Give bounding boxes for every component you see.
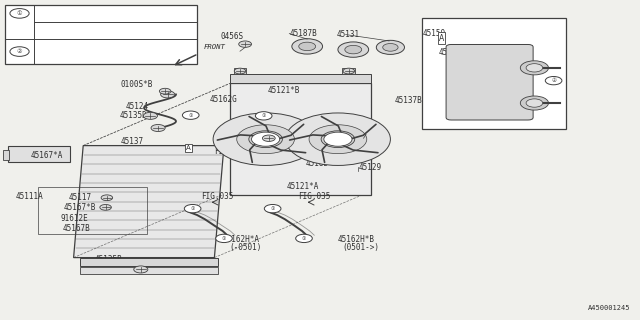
Bar xyxy=(80,267,218,274)
Circle shape xyxy=(309,125,367,154)
Circle shape xyxy=(100,204,111,210)
Text: 45162G: 45162G xyxy=(210,95,237,104)
Text: FIG.035: FIG.035 xyxy=(202,192,234,201)
Circle shape xyxy=(10,47,29,56)
Bar xyxy=(230,74,371,83)
Text: ①: ① xyxy=(271,206,275,211)
FancyBboxPatch shape xyxy=(8,146,70,162)
Bar xyxy=(38,187,147,234)
Text: 91612E: 91612E xyxy=(61,214,88,223)
Text: 0100S*B: 0100S*B xyxy=(120,80,153,89)
Circle shape xyxy=(143,112,157,119)
Text: 45131: 45131 xyxy=(337,30,360,39)
Text: 45137: 45137 xyxy=(120,137,143,146)
Circle shape xyxy=(255,112,272,120)
Text: A450001245: A450001245 xyxy=(588,305,630,311)
Circle shape xyxy=(520,61,548,75)
Text: ①: ① xyxy=(191,206,195,211)
Text: W170064 (05MY0501->): W170064 (05MY0501->) xyxy=(38,27,118,33)
Text: 45162A: 45162A xyxy=(438,48,466,57)
Circle shape xyxy=(376,40,404,54)
Bar xyxy=(3,150,9,160)
Text: 45150: 45150 xyxy=(422,29,445,38)
Circle shape xyxy=(296,234,312,243)
Text: 45185: 45185 xyxy=(306,159,329,168)
Text: 45117: 45117 xyxy=(69,193,92,202)
Text: 45124: 45124 xyxy=(125,102,148,111)
Bar xyxy=(230,83,371,195)
Text: ①: ① xyxy=(189,113,193,118)
Circle shape xyxy=(10,9,29,18)
Text: FIG.036: FIG.036 xyxy=(214,147,246,156)
Circle shape xyxy=(184,204,201,213)
Text: FRONT: FRONT xyxy=(204,44,225,50)
Text: 45162H*A: 45162H*A xyxy=(223,235,260,244)
Circle shape xyxy=(264,204,281,213)
Circle shape xyxy=(520,96,548,110)
Text: 45167*B: 45167*B xyxy=(64,203,97,212)
Circle shape xyxy=(292,39,323,54)
Circle shape xyxy=(343,68,355,74)
Bar xyxy=(234,68,246,74)
Bar xyxy=(422,18,566,129)
Circle shape xyxy=(285,113,390,165)
Circle shape xyxy=(338,42,369,57)
Circle shape xyxy=(545,76,562,85)
Text: ①: ① xyxy=(17,11,22,16)
Polygon shape xyxy=(74,146,224,258)
Text: 45122: 45122 xyxy=(364,134,387,143)
Circle shape xyxy=(213,113,318,165)
Text: 45135D: 45135D xyxy=(120,111,147,120)
Text: 0456S: 0456S xyxy=(221,32,244,41)
FancyBboxPatch shape xyxy=(446,44,533,120)
Circle shape xyxy=(151,124,165,132)
Text: 45121*A: 45121*A xyxy=(287,182,319,191)
Circle shape xyxy=(237,125,294,154)
Circle shape xyxy=(239,41,252,47)
Circle shape xyxy=(161,91,175,98)
Circle shape xyxy=(321,131,355,148)
Text: 45162H*B: 45162H*B xyxy=(338,235,375,244)
Circle shape xyxy=(134,266,148,273)
Text: 45129: 45129 xyxy=(358,163,381,172)
Text: 45135B: 45135B xyxy=(95,255,122,264)
Text: ①: ① xyxy=(302,236,306,241)
Text: ②: ② xyxy=(17,49,22,54)
Bar xyxy=(342,68,355,74)
Circle shape xyxy=(262,135,275,141)
Circle shape xyxy=(345,45,362,54)
Text: 45167B: 45167B xyxy=(63,224,90,233)
Text: (0501->): (0501->) xyxy=(342,243,380,252)
Text: 45121*B: 45121*B xyxy=(268,86,300,95)
Text: 0917S    (-05MY0501): 0917S (-05MY0501) xyxy=(38,9,118,15)
Circle shape xyxy=(101,195,113,201)
Circle shape xyxy=(234,68,246,74)
Bar xyxy=(80,258,218,266)
Text: A: A xyxy=(186,145,191,151)
Text: ①: ① xyxy=(262,113,266,118)
Circle shape xyxy=(252,132,280,146)
Text: 45187B: 45187B xyxy=(289,29,317,38)
Text: A: A xyxy=(439,34,444,43)
Text: FIG.035: FIG.035 xyxy=(298,192,331,201)
Circle shape xyxy=(249,131,282,148)
Text: 0100S*A: 0100S*A xyxy=(38,49,66,55)
Circle shape xyxy=(526,99,543,107)
Text: 45187A: 45187A xyxy=(242,129,269,138)
Text: 45137B: 45137B xyxy=(395,96,422,105)
Text: (-0501): (-0501) xyxy=(229,243,262,252)
Circle shape xyxy=(216,234,232,243)
Circle shape xyxy=(526,64,543,72)
Circle shape xyxy=(383,44,398,51)
Text: ①: ① xyxy=(222,236,226,241)
Circle shape xyxy=(299,42,316,51)
Text: 45111A: 45111A xyxy=(15,192,43,201)
Circle shape xyxy=(182,111,199,119)
Text: 45167*A: 45167*A xyxy=(31,151,63,160)
Circle shape xyxy=(159,88,171,94)
Circle shape xyxy=(324,132,352,146)
Text: ②: ② xyxy=(551,78,556,83)
Bar xyxy=(5,5,197,64)
